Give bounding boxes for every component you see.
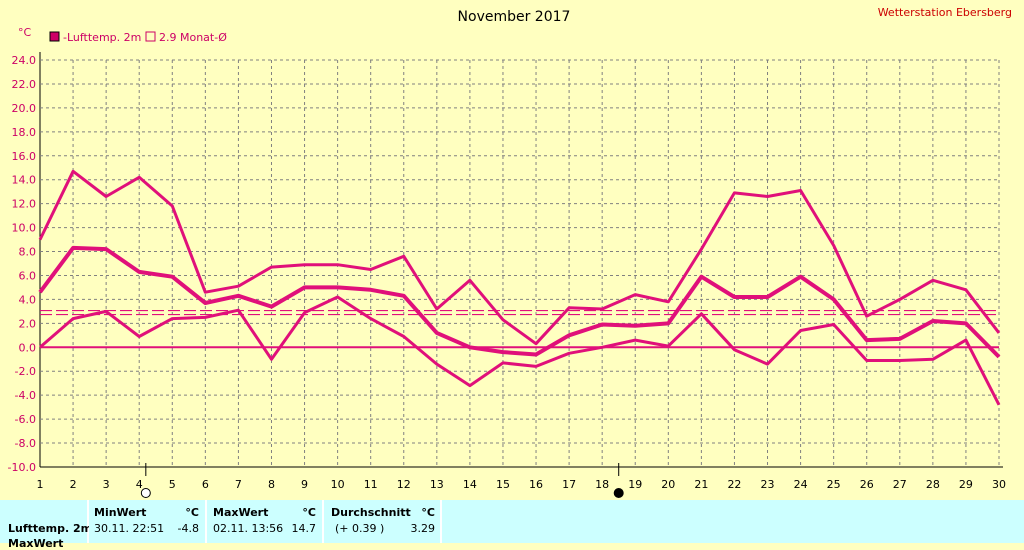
- max-time: 02.11. 13:56: [213, 522, 284, 535]
- y-tick-label: 16.0: [12, 150, 37, 163]
- series-lines: [38, 169, 1001, 406]
- maxwert-header: MaxWert: [213, 506, 269, 519]
- x-tick-label: 8: [268, 478, 275, 491]
- station-name: Wetterstation Ebersberg: [878, 6, 1012, 19]
- temperature-chart: November 2017 Wetterstation Ebersberg °C…: [0, 0, 1024, 500]
- minwert-header: MinWert: [94, 506, 147, 519]
- y-tick-label: 2.0: [19, 317, 37, 330]
- table-filler: [442, 500, 1024, 543]
- average-diff: (+ 0.39 ): [335, 522, 385, 535]
- max-value: 14.7: [291, 522, 317, 535]
- x-tick-label: 26: [860, 478, 874, 491]
- series-line-max: [38, 169, 1001, 346]
- maxwert-unit: °C: [302, 506, 316, 519]
- y-tick-label: -4.0: [15, 389, 36, 402]
- min-value: -4.8: [177, 522, 199, 535]
- series-line-mean: [38, 245, 1001, 359]
- min-time: 30.11. 22:51: [94, 522, 165, 535]
- x-tick-label: 22: [727, 478, 741, 491]
- y-tick-label: 6.0: [19, 269, 37, 282]
- y-tick-label: 0.0: [19, 341, 37, 354]
- x-tick-label: 21: [694, 478, 708, 491]
- stats-table: Lufttemp. 2m MaxWert MinWert °C 30.11. 2…: [0, 500, 1024, 550]
- row-label-2: MaxWert: [8, 537, 64, 550]
- x-tick-label: 4: [136, 478, 143, 491]
- y-axis-ticks: 24.0 22.0 20.0 18.0 16.0 14.0 12.0 10.0 8.0 6.0 4.…: [8, 54, 36, 474]
- grid: [39, 52, 1003, 468]
- x-tick-label: 5: [169, 478, 176, 491]
- x-tick-label: 7: [235, 478, 242, 491]
- y-tick-label: 18.0: [12, 126, 37, 139]
- moon-markers: [140, 463, 624, 498]
- y-unit-label: °C: [18, 26, 32, 39]
- x-tick-label: 28: [926, 478, 940, 491]
- average-cell: Durchschnitt °C (+ 0.39 ) 3.29: [324, 500, 440, 543]
- y-tick-label: 20.0: [12, 102, 37, 115]
- average-unit: °C: [421, 506, 435, 519]
- y-tick-label: 24.0: [12, 54, 37, 67]
- monthly-average-line: [40, 309, 999, 349]
- legend-swatch-empty: [145, 31, 156, 42]
- y-tick-label: -10.0: [8, 461, 36, 474]
- legend-item-average: 2.9 Monat-Ø: [159, 31, 227, 44]
- x-tick-label: 6: [202, 478, 209, 491]
- x-tick-label: 3: [103, 478, 110, 491]
- x-tick-label: 13: [430, 478, 444, 491]
- minwert-cell: MinWert °C 30.11. 22:51 -4.8: [89, 500, 205, 543]
- row-label-cell: Lufttemp. 2m MaxWert: [0, 500, 92, 550]
- new-moon-icon: [613, 488, 624, 498]
- x-tick-label: 17: [562, 478, 576, 491]
- x-tick-label: 18: [595, 478, 609, 491]
- x-tick-label: 23: [761, 478, 775, 491]
- y-tick-label: -2.0: [15, 365, 36, 378]
- y-tick-label: 12.0: [12, 198, 37, 211]
- legend-item-temp: -Lufttemp. 2m: [63, 31, 141, 44]
- x-tick-label: 16: [529, 478, 543, 491]
- y-tick-label: 4.0: [19, 293, 37, 306]
- x-tick-label: 1: [37, 478, 44, 491]
- y-tick-label: -8.0: [15, 437, 36, 450]
- x-tick-label: 29: [959, 478, 973, 491]
- y-tick-label: -6.0: [15, 413, 36, 426]
- x-tick-label: 24: [794, 478, 808, 491]
- x-tick-label: 30: [992, 478, 1006, 491]
- maxwert-cell: MaxWert °C 02.11. 13:56 14.7: [207, 500, 322, 543]
- chart-background: [0, 0, 1024, 500]
- y-tick-label: 10.0: [12, 222, 37, 235]
- legend-swatch-filled: [49, 31, 60, 42]
- minwert-unit: °C: [185, 506, 199, 519]
- legend: -Lufttemp. 2m 2.9 Monat-Ø: [49, 31, 227, 44]
- x-axis-ticks: 1 2 3 4 5 6 7 8 9 10 11 12 13 14 15 16 17 18 19 20 21 22 23 24 2…: [37, 478, 1007, 491]
- series-line-min: [39, 295, 1001, 406]
- y-tick-label: 22.0: [12, 78, 37, 91]
- average-header: Durchschnitt: [331, 506, 411, 519]
- y-tick-label: 8.0: [19, 246, 37, 259]
- x-tick-label: 19: [628, 478, 642, 491]
- full-moon-icon: [140, 488, 151, 498]
- x-tick-label: 9: [301, 478, 308, 491]
- row-label: Lufttemp. 2m: [8, 522, 93, 535]
- x-tick-label: 25: [827, 478, 841, 491]
- average-value: 3.29: [410, 522, 436, 535]
- x-tick-label: 20: [661, 478, 675, 491]
- x-tick-label: 10: [331, 478, 345, 491]
- x-tick-label: 15: [496, 478, 510, 491]
- x-tick-label: 14: [463, 478, 477, 491]
- x-tick-label: 12: [397, 478, 411, 491]
- x-tick-label: 11: [364, 478, 378, 491]
- x-tick-label: 27: [893, 478, 907, 491]
- x-tick-label: 2: [70, 478, 77, 491]
- chart-title: November 2017: [458, 9, 571, 25]
- y-tick-label: 14.0: [12, 174, 37, 187]
